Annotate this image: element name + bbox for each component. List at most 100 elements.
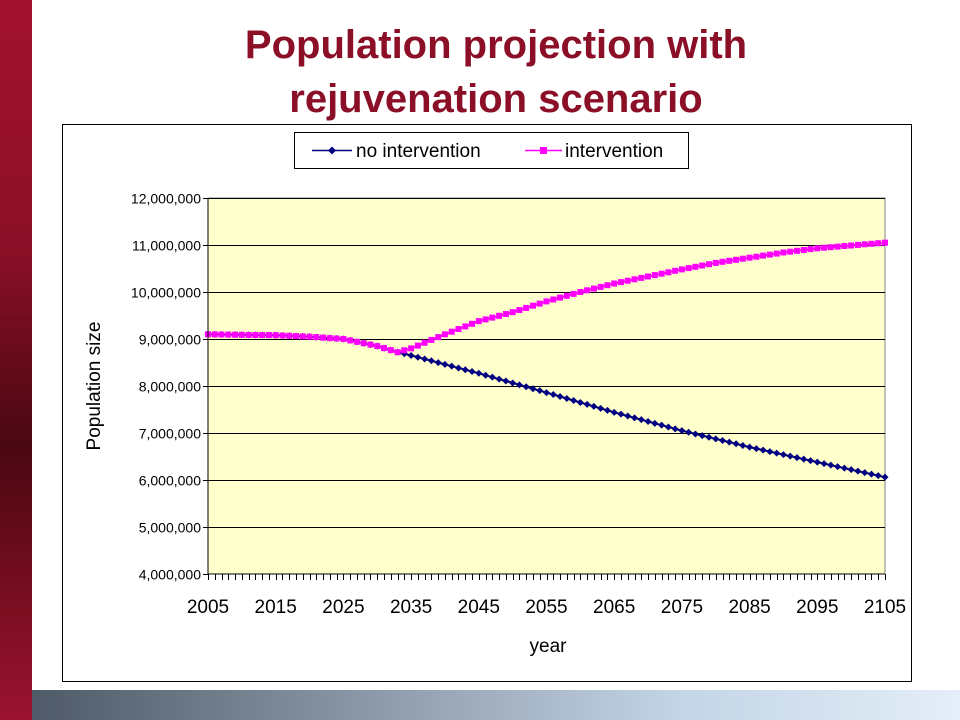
data-point-no-intervention <box>658 421 666 429</box>
data-point-no-intervention <box>691 430 699 438</box>
data-point-intervention <box>794 247 800 254</box>
y-tick-label: 8,000,000 <box>139 379 201 395</box>
data-point-no-intervention <box>827 461 835 469</box>
data-point-intervention <box>706 261 712 268</box>
data-point-intervention <box>272 332 279 339</box>
data-point-intervention <box>435 334 442 341</box>
data-point-no-intervention <box>624 412 632 420</box>
data-point-intervention <box>665 269 672 276</box>
data-point-intervention <box>211 331 218 338</box>
data-point-intervention <box>821 244 828 251</box>
legend-label-intervention: intervention <box>565 141 663 162</box>
data-point-no-intervention <box>719 437 727 445</box>
data-point-intervention <box>360 340 367 347</box>
data-point-no-intervention <box>705 433 713 441</box>
y-axis-tick-labels: 4,000,000 5,000,000 6,000,000 7,000,000 8,00… <box>131 191 208 583</box>
data-point-no-intervention <box>448 362 456 370</box>
data-point-no-intervention <box>454 364 462 372</box>
data-point-no-intervention <box>597 404 605 412</box>
data-point-no-intervention <box>712 435 720 443</box>
data-point-no-intervention <box>678 427 686 435</box>
y-tick-label: 7,000,000 <box>139 426 201 442</box>
y-tick-label: 12,000,000 <box>131 191 201 207</box>
data-point-no-intervention <box>570 396 578 404</box>
series-markers <box>204 239 889 481</box>
data-point-intervention <box>225 331 232 338</box>
data-point-intervention <box>232 331 239 338</box>
legend-label-no-intervention: no intervention <box>356 141 481 162</box>
data-point-intervention <box>618 279 624 286</box>
data-point-intervention <box>286 332 293 339</box>
data-point-no-intervention <box>495 375 503 383</box>
data-point-intervention <box>462 323 469 330</box>
data-point-intervention <box>773 250 780 257</box>
data-point-no-intervention <box>840 464 848 472</box>
data-point-intervention <box>645 273 651 280</box>
data-point-no-intervention <box>407 351 415 359</box>
legend: no intervention intervention <box>294 132 689 169</box>
data-point-intervention <box>455 326 462 332</box>
data-point-intervention <box>584 287 591 294</box>
data-point-intervention <box>381 345 387 352</box>
data-point-intervention <box>712 259 719 266</box>
data-point-intervention <box>780 249 787 256</box>
y-tick-label: 11,000,000 <box>132 238 201 254</box>
data-point-intervention <box>536 300 543 307</box>
data-point-no-intervention <box>549 391 557 399</box>
data-point-intervention <box>631 276 638 283</box>
data-point-intervention <box>320 334 327 341</box>
data-point-intervention <box>475 318 482 325</box>
data-point-intervention <box>739 255 746 262</box>
data-point-no-intervention <box>732 440 740 448</box>
legend-item-no-intervention: no intervention <box>312 141 481 162</box>
data-point-intervention <box>353 338 360 345</box>
data-point-intervention <box>597 283 604 290</box>
data-point-no-intervention <box>563 395 571 403</box>
data-point-no-intervention <box>610 408 618 416</box>
data-point-intervention <box>279 332 286 339</box>
data-point-intervention <box>787 248 794 255</box>
data-point-intervention <box>218 331 225 338</box>
title-line-2: rejuvenation scenario <box>289 77 703 121</box>
data-point-intervention <box>509 309 516 316</box>
data-point-no-intervention <box>854 467 862 475</box>
data-point-intervention <box>726 257 733 264</box>
data-point-no-intervention <box>583 400 591 408</box>
data-point-intervention <box>577 289 584 295</box>
data-point-intervention <box>252 332 259 338</box>
x-axis-tick-labels: 2005 2015 2025 2035 2045 2055 2065 2075 2085 2095… <box>187 597 906 618</box>
data-point-no-intervention <box>421 355 429 363</box>
x-tick-label: 2065 <box>593 597 635 618</box>
data-point-no-intervention <box>529 385 537 393</box>
data-point-intervention <box>414 342 421 349</box>
data-point-intervention <box>861 241 868 248</box>
data-point-intervention <box>496 312 503 319</box>
x-tick-label: 2035 <box>390 597 432 618</box>
data-point-no-intervention <box>793 454 801 462</box>
data-point-no-intervention <box>651 419 659 427</box>
data-point-intervention <box>482 316 489 323</box>
x-tick-label: 2025 <box>322 597 364 618</box>
data-point-no-intervention <box>427 357 435 365</box>
data-point-intervention <box>658 270 665 277</box>
data-point-intervention <box>624 277 631 284</box>
chart: no intervention intervention 4,000,000 5,… <box>62 124 912 682</box>
data-point-no-intervention <box>468 368 476 376</box>
data-point-intervention <box>265 332 272 339</box>
data-point-intervention <box>469 320 475 327</box>
data-point-no-intervention <box>515 381 523 389</box>
data-point-intervention <box>672 267 679 274</box>
x-tick-label: 2015 <box>255 597 297 618</box>
data-point-intervention <box>367 341 374 348</box>
data-point-no-intervention <box>414 353 422 361</box>
data-point-intervention <box>421 339 428 346</box>
data-point-intervention <box>800 247 807 253</box>
data-point-no-intervention <box>543 389 550 397</box>
data-point-no-intervention <box>786 452 794 460</box>
data-point-no-intervention <box>556 393 564 401</box>
title-line-1: Population projection with <box>244 23 748 67</box>
left-accent-bar <box>0 0 32 720</box>
data-point-no-intervention <box>590 402 598 410</box>
data-point-intervention <box>326 335 333 342</box>
x-axis-label: year <box>530 636 568 657</box>
